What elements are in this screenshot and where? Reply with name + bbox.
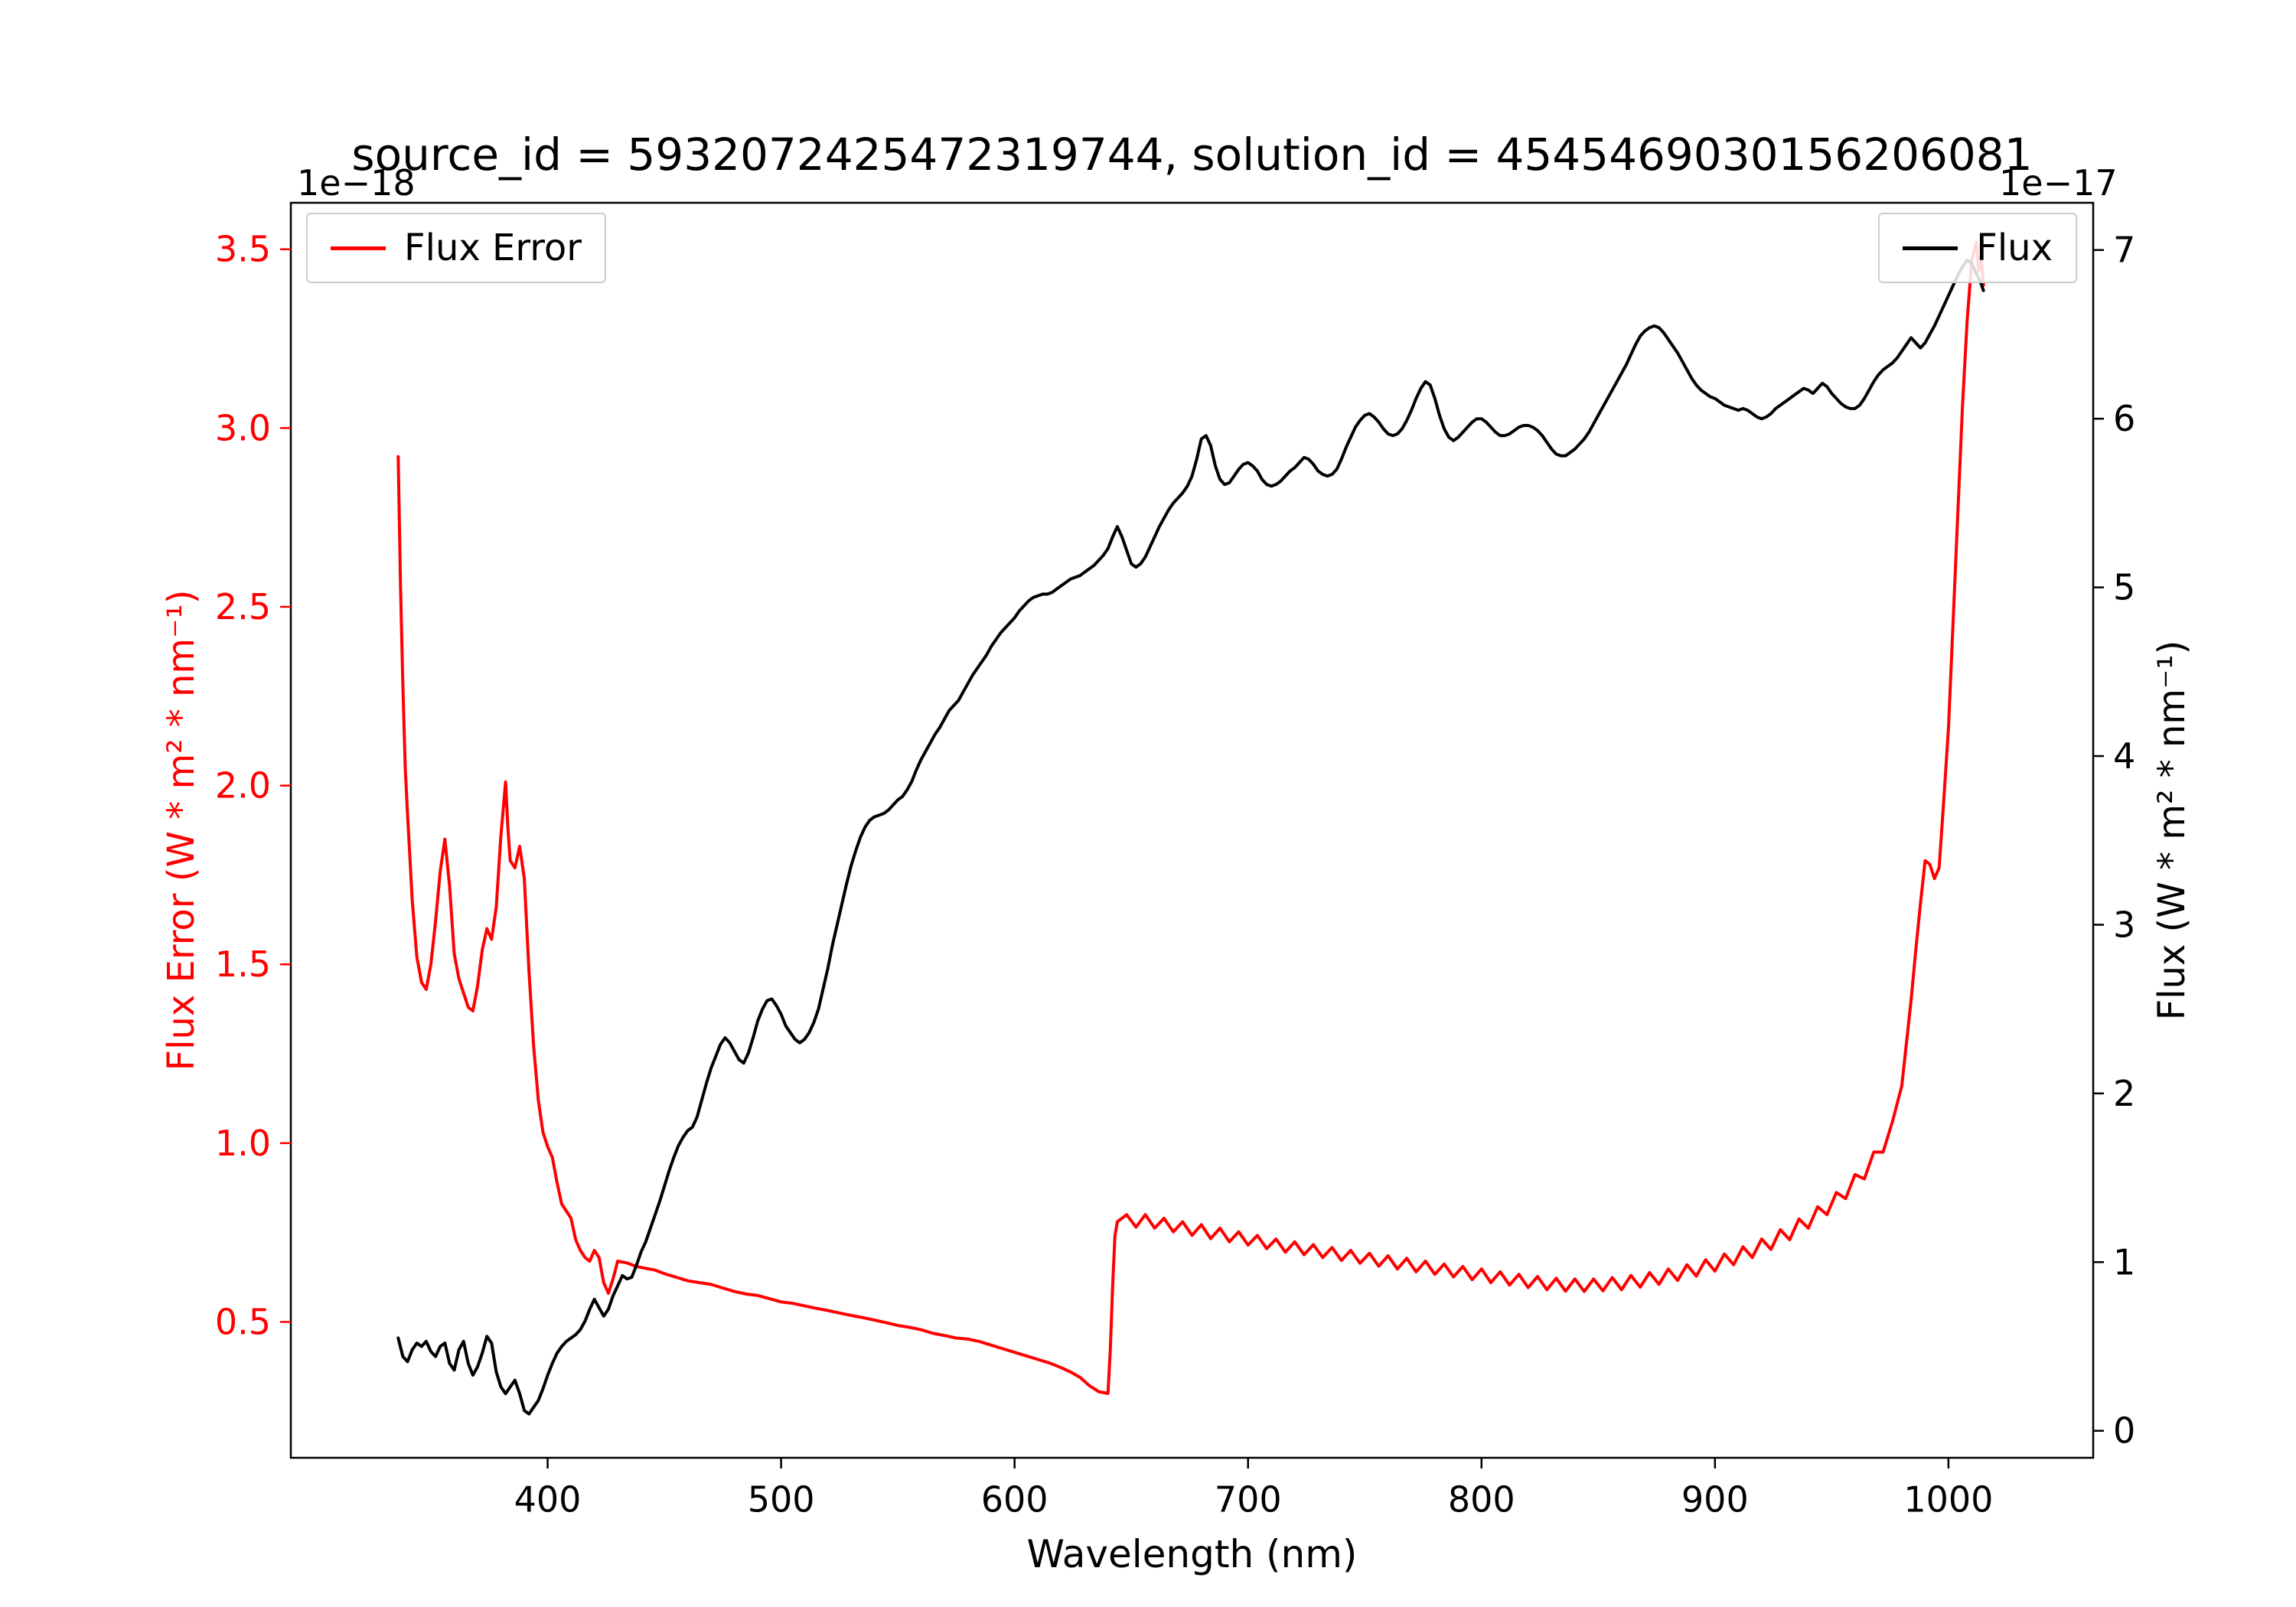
right-y-tick-label: 5 bbox=[2113, 567, 2135, 608]
legend-flux: Flux bbox=[1878, 213, 2077, 283]
right-y-tick-label: 1 bbox=[2113, 1241, 2135, 1283]
x-tick-label: 800 bbox=[1448, 1478, 1515, 1520]
right-y-tick-label: 6 bbox=[2113, 398, 2135, 439]
right-y-tick-label: 2 bbox=[2113, 1073, 2135, 1114]
right-y-axis-label: Flux (W * m² * nm⁻¹) bbox=[2151, 640, 2193, 1021]
left-y-tick-label: 2.0 bbox=[215, 765, 271, 807]
left-y-tick-label: 0.5 bbox=[215, 1301, 271, 1342]
series-flux-line bbox=[396, 258, 1985, 1416]
x-tick-label: 500 bbox=[748, 1478, 815, 1520]
x-tick-label: 1000 bbox=[1903, 1478, 1993, 1520]
x-tick-label: 700 bbox=[1215, 1478, 1282, 1520]
x-tick-label: 900 bbox=[1681, 1478, 1749, 1520]
axes-box bbox=[289, 201, 2095, 1459]
x-tick-label: 600 bbox=[981, 1478, 1049, 1520]
flux-error-line-swatch bbox=[331, 246, 386, 250]
x-tick-label: 400 bbox=[514, 1478, 582, 1520]
right-y-tick-label: 7 bbox=[2113, 230, 2135, 271]
left-y-tick-label: 3.5 bbox=[215, 229, 271, 270]
legend-flux-error: Flux Error bbox=[306, 213, 607, 283]
flux-line-swatch bbox=[1903, 246, 1958, 250]
x-axis-label: Wavelength (nm) bbox=[1026, 1532, 1358, 1576]
series-flux-error-line bbox=[396, 240, 1985, 1395]
legend-flux-label: Flux bbox=[1976, 227, 2053, 269]
left-y-tick-label: 3.0 bbox=[215, 407, 271, 448]
left-y-tick-label: 1.5 bbox=[215, 944, 271, 985]
chart-title: source_id = 5932072425472319744, solutio… bbox=[351, 129, 2033, 181]
left-axis-scale-offset: 1e−18 bbox=[297, 162, 416, 204]
right-y-tick-label: 0 bbox=[2113, 1410, 2135, 1452]
left-y-tick-label: 2.5 bbox=[215, 586, 271, 627]
right-y-tick-label: 4 bbox=[2113, 735, 2135, 777]
left-y-tick-label: 1.0 bbox=[215, 1123, 271, 1164]
right-y-tick-label: 3 bbox=[2113, 904, 2135, 945]
right-axis-scale-offset: 1e−17 bbox=[1999, 162, 2118, 204]
left-y-axis-label: Flux Error (W * m² * nm⁻¹) bbox=[160, 589, 203, 1071]
legend-flux-error-label: Flux Error bbox=[404, 227, 582, 269]
